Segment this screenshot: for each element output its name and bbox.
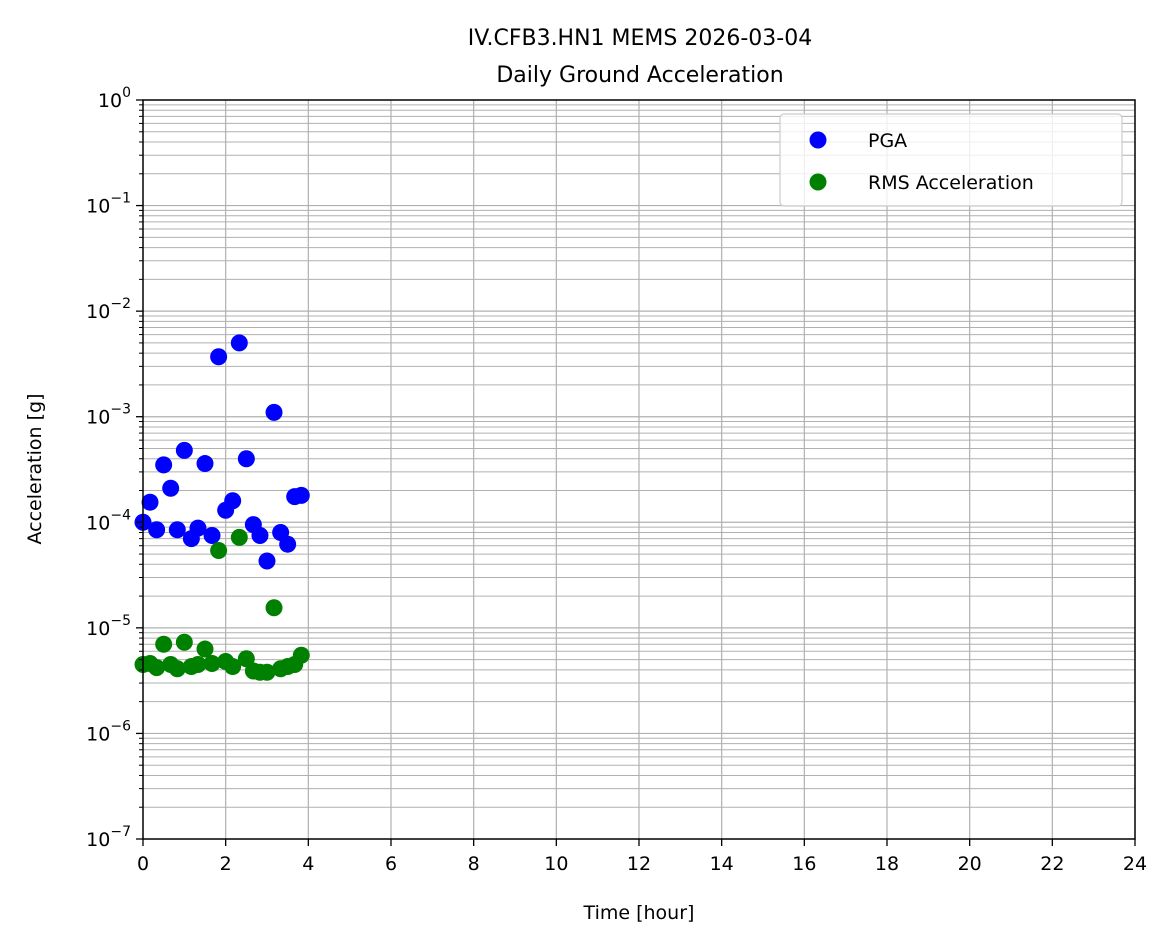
pga-point bbox=[230, 334, 248, 352]
pga-point bbox=[292, 486, 310, 504]
pga-point bbox=[155, 456, 173, 474]
x-tick-label: 18 bbox=[875, 853, 899, 875]
x-axis-label: Time [hour] bbox=[583, 902, 695, 924]
pga-point bbox=[175, 441, 193, 459]
y-axis-label: Acceleration [g] bbox=[24, 394, 46, 545]
rms-acceleration-point bbox=[189, 655, 207, 673]
chart-title-line-1: IV.CFB3.HN1 MEMS 2026-03-04 bbox=[468, 26, 812, 51]
legend-label-pga: PGA bbox=[868, 130, 907, 152]
y-tick-label: 10−5 bbox=[86, 613, 131, 640]
pga-point bbox=[196, 455, 214, 473]
y-tick-label: 10−7 bbox=[86, 824, 131, 851]
rms-acceleration-point bbox=[210, 542, 228, 560]
rms-acceleration-point bbox=[168, 660, 186, 678]
legend: PGA RMS Acceleration bbox=[779, 113, 1123, 207]
pga-point bbox=[203, 526, 221, 544]
grid bbox=[143, 100, 1135, 839]
pga-point bbox=[141, 493, 159, 511]
pga-point bbox=[168, 521, 186, 539]
pga-point bbox=[258, 552, 276, 570]
rms-acceleration-point bbox=[292, 646, 310, 664]
x-tick-label: 16 bbox=[792, 853, 816, 875]
pga-point bbox=[224, 492, 242, 510]
x-tick-label: 14 bbox=[710, 853, 734, 875]
rms-acceleration-point bbox=[196, 640, 214, 658]
pga-point bbox=[279, 535, 297, 553]
legend-marker-rms-acceleration bbox=[809, 173, 827, 191]
x-tick-label: 24 bbox=[1123, 853, 1147, 875]
x-tick-label: 2 bbox=[220, 853, 232, 875]
y-tick-label: 100 bbox=[98, 85, 131, 112]
pga-point bbox=[237, 450, 255, 468]
x-axis: 0 2 4 6 8 10 12 14 16 18 20 22 24 bbox=[137, 839, 1147, 875]
pga-point bbox=[148, 521, 166, 539]
y-axis: 10−7 10−6 10−5 10−4 10−3 10−2 10−1 100 bbox=[86, 85, 143, 851]
legend-marker-pga bbox=[809, 131, 827, 149]
rms-acceleration-point bbox=[265, 599, 283, 617]
rms-acceleration-point bbox=[258, 663, 276, 681]
y-tick-label: 10−4 bbox=[86, 507, 131, 534]
rms-acceleration-point bbox=[230, 528, 248, 546]
pga-point bbox=[162, 479, 180, 497]
y-tick-label: 10−3 bbox=[86, 402, 131, 429]
x-tick-label: 10 bbox=[544, 853, 568, 875]
y-tick-label: 10−1 bbox=[86, 191, 131, 218]
data-points bbox=[134, 334, 310, 681]
rms-acceleration-point bbox=[237, 650, 255, 668]
rms-acceleration-point bbox=[148, 659, 166, 677]
x-tick-label: 20 bbox=[958, 853, 982, 875]
x-tick-label: 4 bbox=[302, 853, 314, 875]
legend-box bbox=[779, 113, 1123, 207]
rms-acceleration-point bbox=[203, 654, 221, 672]
x-tick-label: 0 bbox=[137, 853, 149, 875]
x-tick-label: 8 bbox=[468, 853, 480, 875]
x-tick-label: 6 bbox=[385, 853, 397, 875]
pga-point bbox=[251, 526, 269, 544]
pga-point bbox=[189, 519, 207, 537]
legend-label-rms-acceleration: RMS Acceleration bbox=[868, 172, 1034, 194]
y-tick-label: 10−2 bbox=[86, 296, 131, 323]
x-tick-label: 12 bbox=[627, 853, 651, 875]
pga-point bbox=[265, 403, 283, 421]
x-tick-label: 22 bbox=[1040, 853, 1064, 875]
rms-acceleration-point bbox=[155, 635, 173, 653]
chart-title-line-2: Daily Ground Acceleration bbox=[496, 63, 783, 88]
pga-point bbox=[210, 348, 228, 366]
rms-acceleration-point bbox=[175, 633, 193, 651]
y-tick-label: 10−6 bbox=[86, 718, 131, 745]
rms-acceleration-point bbox=[224, 658, 242, 676]
